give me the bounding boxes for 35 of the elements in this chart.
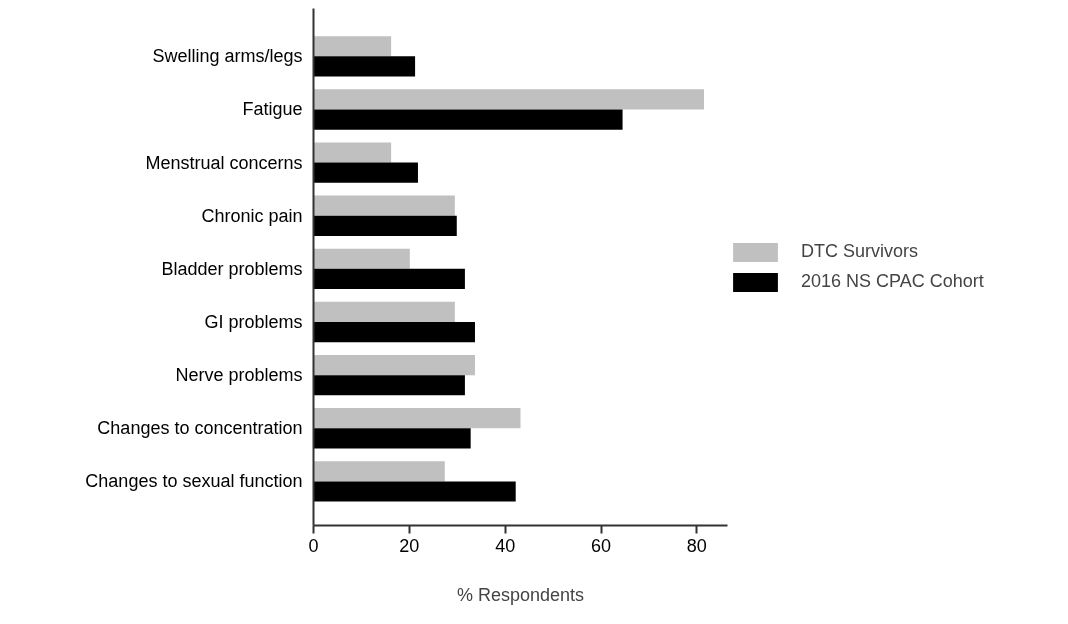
bar — [313, 481, 516, 502]
y-tick-label: Fatigue — [242, 99, 303, 120]
bar — [313, 89, 705, 110]
bar — [313, 36, 392, 57]
bar — [313, 56, 416, 77]
y-tick-label: Swelling arms/legs — [152, 46, 303, 67]
x-tick-label: 80 — [686, 535, 707, 556]
bar — [313, 215, 457, 236]
y-tick-label: Menstrual concerns — [145, 152, 303, 173]
x-tick-label: 60 — [590, 535, 612, 556]
bar — [313, 142, 392, 163]
x-axis-title: % Respondents — [456, 584, 585, 605]
bar — [313, 321, 475, 343]
y-tick-label: Chronic pain — [201, 205, 303, 226]
y-tick-label: Changes to concentration — [97, 418, 303, 439]
bar — [313, 461, 445, 482]
bar — [313, 109, 623, 130]
y-tick-label: Bladder problems — [161, 258, 303, 279]
bar — [313, 162, 418, 183]
bar — [313, 301, 455, 322]
bar — [313, 408, 521, 429]
bar — [313, 195, 455, 216]
legend-label: DTC Survivors — [801, 241, 919, 262]
x-tick-label: 40 — [495, 535, 516, 556]
y-tick-label: Nerve problems — [175, 365, 303, 386]
bar — [313, 268, 465, 290]
x-tick-label: 20 — [399, 535, 420, 556]
bar — [313, 428, 471, 449]
bar — [313, 248, 410, 269]
bar — [313, 375, 465, 396]
y-tick-label: GI problems — [204, 311, 303, 332]
x-tick-label: 0 — [308, 535, 319, 556]
y-tick-label: Changes to sexual function — [85, 471, 303, 492]
bar — [313, 354, 475, 376]
legend-label: 2016 NS CPAC Cohort — [801, 271, 984, 292]
